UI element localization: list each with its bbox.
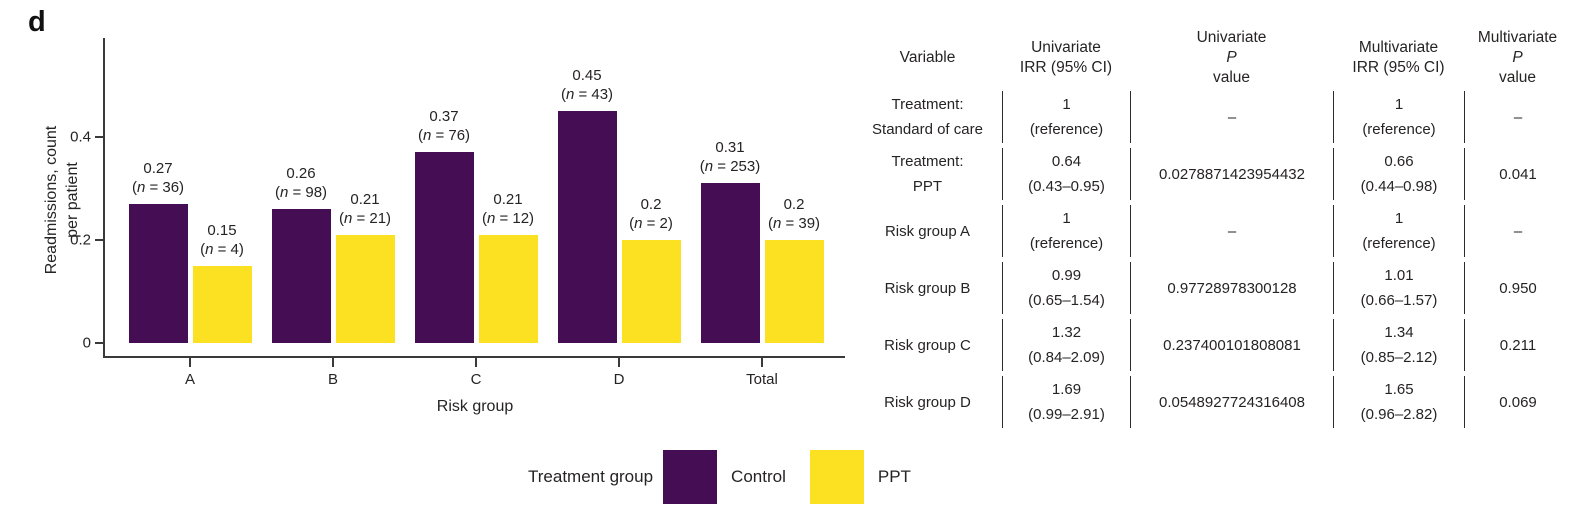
legend-label-ppt: PPT <box>877 467 911 486</box>
y-axis-title-line2: per patient <box>64 162 81 238</box>
table-cell-row4-variable: Risk group B <box>884 279 971 297</box>
table-cell-row5-uni_irr: 1.32 (0.84–2.09) <box>1002 319 1130 371</box>
x-axis-line <box>103 356 845 358</box>
bar-label-ppt-total: 0.2 (n = 39) <box>767 196 821 232</box>
irr-results-table: Variable Univariate IRR (95% CI) Univariate… <box>853 29 1571 428</box>
bar-ppt-b <box>335 234 395 343</box>
table-cell-row3-variable: Risk group A <box>884 222 971 240</box>
bar-label-ppt-b: 0.21 (n = 21) <box>338 190 392 227</box>
bar-label-control-d: 0.45 (n = 43) <box>560 67 614 104</box>
chart-legend: Treatment group Control PPT <box>528 450 911 504</box>
table-cell-row6-multi_irr: 1.65 (0.96–2.82) <box>1333 376 1464 428</box>
y-axis-tick-label: 0.2 <box>70 231 91 249</box>
table-cell-row5-multi_p: 0.211 <box>1464 319 1571 371</box>
x-axis-tick-label-a: A <box>184 371 196 388</box>
bar-control-b <box>271 209 331 343</box>
legend-title: Treatment group <box>528 467 654 486</box>
x-axis-tick <box>618 358 620 367</box>
table-cell-row3-multi_irr: 1 (reference) <box>1333 205 1464 257</box>
x-axis-tick <box>332 358 334 367</box>
y-axis-title-line1: Readmissions, count <box>43 125 60 275</box>
x-axis-title: Risk group <box>436 398 514 415</box>
legend-swatch-ppt <box>809 450 864 504</box>
bar-control-total <box>700 183 760 343</box>
x-axis-tick-label-total: Total <box>746 371 778 388</box>
table-header-col3: Univariate P value <box>1196 29 1267 86</box>
table-cell-row5-multi_irr: 1.34 (0.85–2.12) <box>1333 319 1464 371</box>
bar-label-control-a: 0.27 (n = 36) <box>131 159 185 196</box>
table-cell-row1-uni_p: – <box>1130 91 1333 143</box>
bar-control-a <box>128 203 188 343</box>
y-axis-title: Readmissions, count per patient <box>41 80 83 320</box>
bar-label-control-total: 0.31 (n = 253) <box>699 139 761 176</box>
bar-ppt-d <box>621 240 681 343</box>
table-header-col5: Multivariate P value <box>1477 29 1558 86</box>
readmissions-bar-chart: Readmissions, count per patient Risk gro… <box>0 0 880 440</box>
bar-label-ppt-a: 0.15 (n = 4) <box>200 221 244 258</box>
table-cell-row3-multi_p: – <box>1464 205 1571 257</box>
bar-label-control-c: 0.37 (n = 76) <box>417 108 471 145</box>
table-cell-row4-multi_irr: 1.01 (0.66–1.57) <box>1333 262 1464 314</box>
y-axis-line <box>103 38 105 358</box>
legend-label-control: Control <box>731 467 786 486</box>
bar-label-control-b: 0.26 (n = 98) <box>274 165 328 202</box>
table-cell-row2-variable: Treatment: PPT <box>891 153 964 195</box>
table-cell-row6-uni_irr: 1.69 (0.99–2.91) <box>1002 376 1130 428</box>
table-cell-row1-uni_irr: 1 (reference) <box>1002 91 1130 143</box>
y-axis-tick <box>95 342 103 344</box>
y-axis-tick <box>95 239 103 241</box>
table-cell-row2-uni_p: 0.0278871423954432 <box>1130 148 1333 200</box>
table-cell-row6-variable: Risk group D <box>884 393 971 411</box>
table-header-col4: Multivariate IRR (95% CI) <box>1352 39 1445 76</box>
table-cell-row6-uni_p: 0.0548927724316408 <box>1130 376 1333 428</box>
table-cell-row4-multi_p: 0.950 <box>1464 262 1571 314</box>
y-axis-tick-label: 0.4 <box>70 128 91 146</box>
table-cell-row5-variable: Risk group C <box>884 336 971 354</box>
bar-ppt-c <box>478 234 538 343</box>
table-cell-row6-multi_p: 0.069 <box>1464 376 1571 428</box>
table-cell-row2-multi_p: 0.041 <box>1464 148 1571 200</box>
table-cell-row1-variable: Treatment: Standard of care <box>872 96 983 138</box>
x-axis-tick <box>189 358 191 367</box>
x-axis-tick-label-c: C <box>470 371 482 388</box>
bar-control-c <box>414 152 474 343</box>
table-cell-row4-uni_irr: 0.99 (0.65–1.54) <box>1002 262 1130 314</box>
table-cell-row3-uni_irr: 1 (reference) <box>1002 205 1130 257</box>
table-cell-row1-multi_p: – <box>1464 91 1571 143</box>
table-cell-row4-uni_p: 0.97728978300128 <box>1130 262 1333 314</box>
x-axis-tick <box>475 358 477 367</box>
table-cell-row2-uni_irr: 0.64 (0.43–0.95) <box>1002 148 1130 200</box>
bar-control-d <box>557 111 617 343</box>
table-cell-row5-uni_p: 0.237400101808081 <box>1130 319 1333 371</box>
table-cell-row1-multi_irr: 1 (reference) <box>1333 91 1464 143</box>
y-axis-tick <box>95 136 103 138</box>
table-cell-row3-uni_p: – <box>1130 205 1333 257</box>
x-axis-tick-label-d: D <box>613 371 625 388</box>
bar-label-ppt-d: 0.2 (n = 2) <box>629 196 673 232</box>
table-header-col1: Variable <box>899 49 956 66</box>
x-axis-tick <box>761 358 763 367</box>
panel-label: d <box>28 6 46 38</box>
x-axis-tick-label-b: B <box>327 371 339 388</box>
bar-ppt-a <box>192 265 252 343</box>
bar-label-ppt-c: 0.21 (n = 12) <box>481 190 535 227</box>
bar-ppt-total <box>764 240 824 343</box>
legend-swatch-control <box>663 450 718 504</box>
table-cell-row2-multi_irr: 0.66 (0.44–0.98) <box>1333 148 1464 200</box>
y-axis-tick-label: 0 <box>82 334 91 352</box>
table-header-col2: Univariate IRR (95% CI) <box>1019 39 1113 76</box>
